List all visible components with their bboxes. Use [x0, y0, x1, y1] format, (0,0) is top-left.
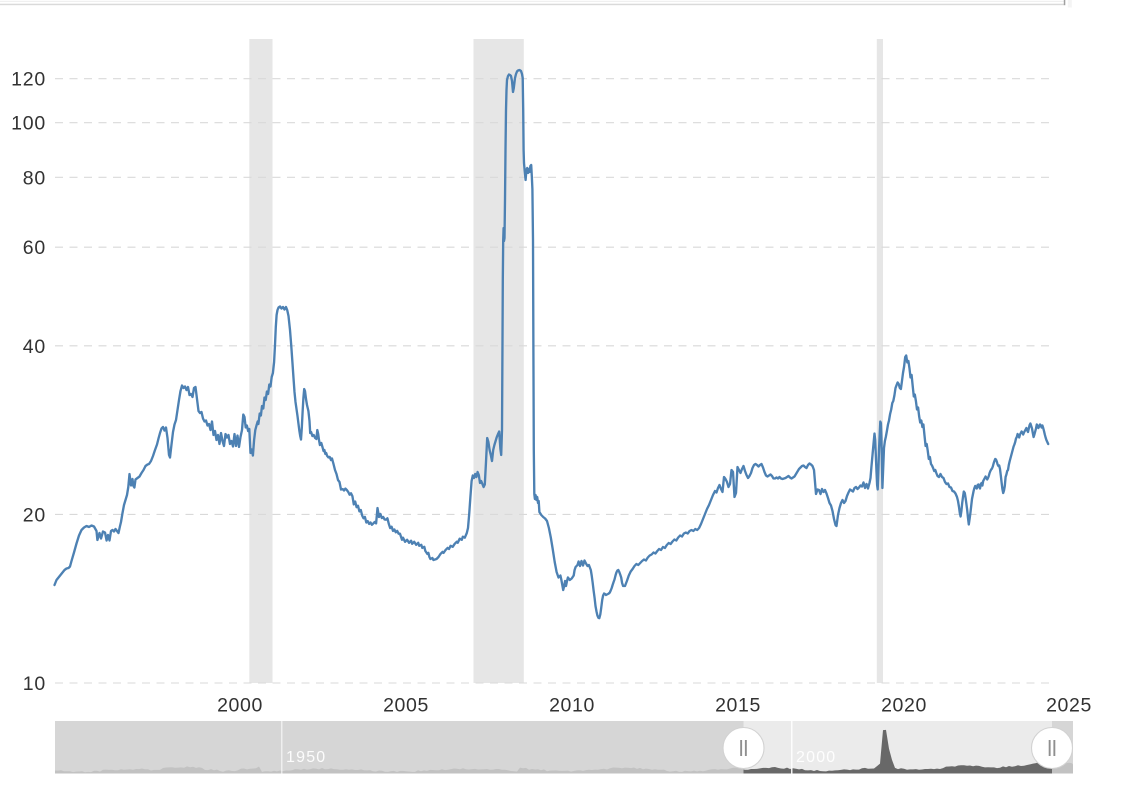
svg-text:10: 10: [23, 673, 46, 695]
svg-text:2000: 2000: [796, 749, 836, 766]
svg-text:2025: 2025: [1046, 695, 1092, 717]
svg-text:2000: 2000: [217, 695, 263, 717]
svg-text:2020: 2020: [881, 695, 927, 717]
svg-text:1950: 1950: [286, 749, 326, 766]
svg-text:2015: 2015: [715, 695, 761, 717]
svg-text:2005: 2005: [383, 695, 429, 717]
svg-text:60: 60: [23, 237, 46, 259]
svg-text:2010: 2010: [549, 695, 595, 717]
svg-text:80: 80: [23, 167, 46, 189]
svg-text:20: 20: [23, 504, 46, 526]
svg-text:100: 100: [11, 113, 46, 135]
svg-text:40: 40: [23, 336, 46, 358]
svg-text:120: 120: [11, 69, 46, 91]
